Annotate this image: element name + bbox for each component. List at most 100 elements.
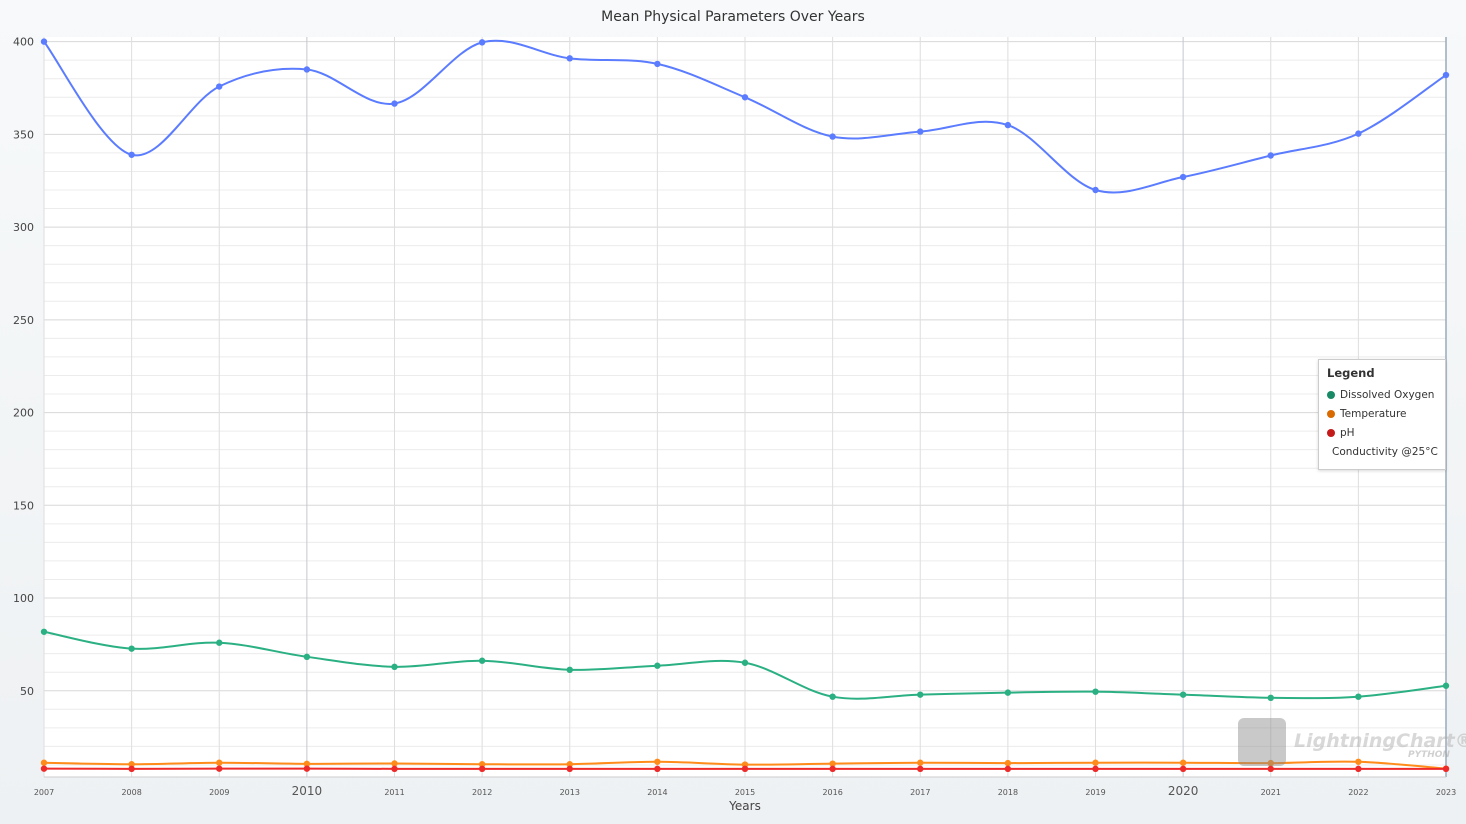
data-point [741,765,749,773]
legend-item[interactable]: Conductivity @25°C [1327,442,1438,461]
y-tick-label: 100 [13,592,34,605]
y-tick-label: 150 [13,499,34,512]
y-tick-label: 400 [13,36,34,49]
data-point [1442,71,1450,79]
x-tick-label: 2021 [1261,788,1281,797]
x-tick-label: 2014 [647,788,667,797]
data-point [566,761,573,768]
x-tick-label: 2007 [34,788,54,797]
data-point [741,94,749,101]
x-tick-label: 2009 [209,788,229,797]
data-point [1179,173,1187,181]
x-tick-label: 2013 [560,788,580,797]
y-tick-label: 250 [13,314,34,327]
data-point [128,645,135,652]
data-point [741,659,749,666]
data-point [1092,688,1099,695]
data-point [216,639,223,646]
legend-item[interactable]: pH [1327,423,1437,442]
data-point [829,765,836,773]
data-point [216,765,223,772]
x-tick-label: 2015 [735,788,755,797]
data-point [1355,130,1362,137]
data-point [566,55,573,62]
data-point [303,765,311,772]
data-point [128,761,135,768]
data-point [1179,765,1187,773]
data-point [1004,759,1012,767]
data-point [917,691,924,698]
data-point [1442,682,1450,689]
data-point [1355,765,1362,773]
data-point [478,765,486,773]
x-tick-label: 2019 [1085,788,1105,797]
data-point [1004,121,1012,129]
y-tick-label: 200 [13,407,34,420]
legend-dot-icon [1327,409,1335,418]
data-point [303,66,311,73]
x-tick-label: 2017 [910,788,930,797]
legend-dot-icon [1327,390,1335,399]
data-point [1267,694,1274,702]
lightningchart-watermark: LightningChart® PYTHON [1238,718,1466,774]
y-tick-label: 50 [20,685,34,698]
data-point [303,653,311,661]
x-tick-label: 2012 [472,788,492,797]
y-tick-label: 350 [13,128,34,141]
data-point [654,662,661,669]
x-tick-label: 2008 [121,788,141,797]
data-point [478,761,486,768]
data-point [40,38,48,45]
legend-label: Dissolved Oxygen [1340,388,1435,401]
x-tick-label: 2022 [1348,788,1368,797]
data-point [654,765,661,773]
data-point [829,693,836,700]
data-point [1267,765,1274,773]
x-tick-label: 2016 [822,788,842,797]
x-tick-label: 2011 [384,788,404,797]
data-point [1179,759,1187,766]
x-tick-label: 2023 [1436,788,1456,797]
data-point [917,765,924,773]
legend-label: Temperature [1340,407,1407,420]
data-point [654,758,661,765]
legend: Legend Dissolved Oxygen Temperature pH Cond… [1318,359,1446,470]
data-point [829,133,836,140]
data-point [216,759,223,766]
legend-item[interactable]: Temperature [1327,404,1437,423]
x-tick-label: 2018 [998,788,1018,797]
data-point [1004,689,1012,696]
data-point [478,657,486,664]
data-point [303,760,311,768]
data-point [391,760,398,767]
data-point [391,100,398,107]
x-axis-label: Years [728,799,761,813]
data-point [1355,693,1362,700]
data-point [1355,758,1362,765]
y-tick-label: 300 [13,221,34,234]
data-point [40,628,48,635]
chart-title: Mean Physical Parameters Over Years [601,9,865,25]
x-tick-label: 2010 [292,784,323,798]
legend-title: Legend [1327,366,1375,380]
legend-dot-icon [1327,428,1335,437]
legend-label: pH [1340,426,1355,439]
data-point [1092,186,1099,194]
data-point [1092,759,1099,766]
data-point [478,39,486,46]
data-point [1004,765,1012,773]
data-point [654,60,661,68]
data-point [566,666,573,674]
data-point [1267,152,1274,159]
data-point [128,151,135,158]
legend-item[interactable]: Dissolved Oxygen [1327,385,1437,404]
data-point [40,759,48,766]
series-line-conductivity-25-c [43,39,1447,194]
data-point [1179,691,1187,698]
lightningchart-logo-icon [1238,718,1286,766]
data-point [1267,759,1274,767]
data-point [391,663,398,671]
data-point [917,128,924,135]
data-point [1092,765,1099,773]
data-point [917,759,924,766]
